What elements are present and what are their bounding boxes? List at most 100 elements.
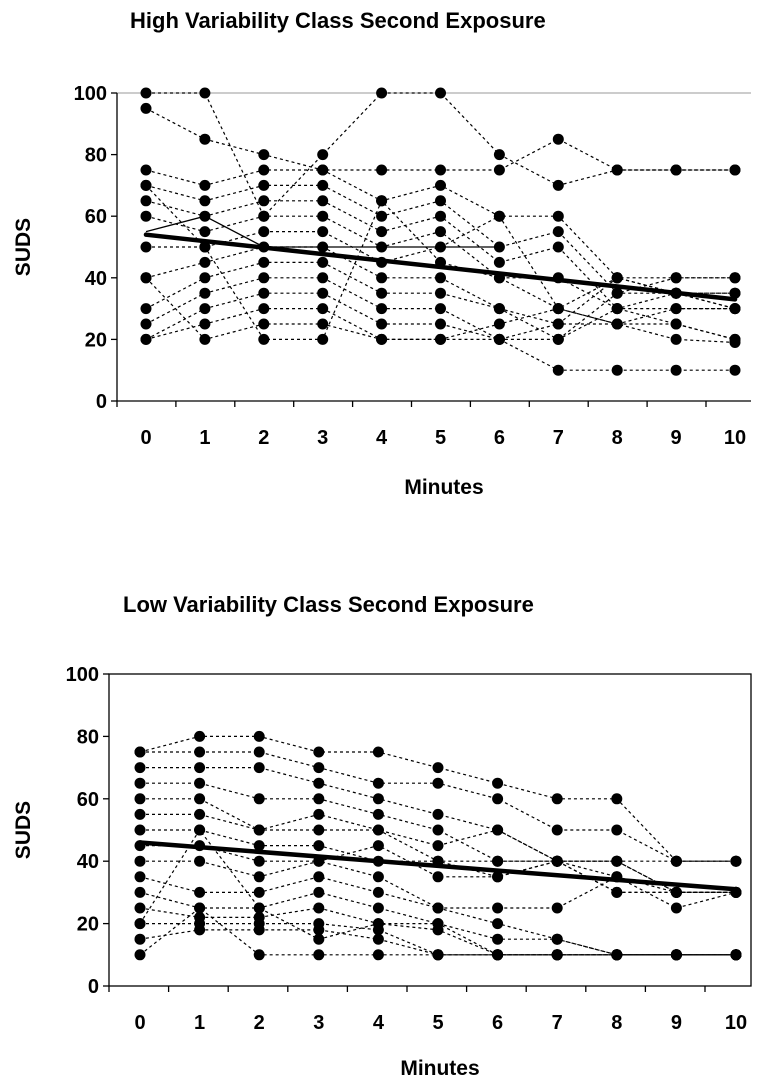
chart1-series-5-point-2 <box>258 195 270 207</box>
chart1-series-3-point-3 <box>317 164 329 176</box>
chart2-series-9-point-0 <box>134 855 146 867</box>
chart2-series-9-point-7 <box>551 902 563 914</box>
chart2-series-2-point-8 <box>611 824 623 836</box>
chart1-series-14-point-9 <box>670 318 682 330</box>
chart2-series-2-point-0 <box>134 746 146 758</box>
chart2-series-16-point-3 <box>313 933 325 945</box>
chart2-series-5-point-9 <box>670 902 682 914</box>
chart1-series-13-point-5 <box>435 333 446 345</box>
chart2-series-10-point-5 <box>432 902 444 914</box>
chart2-series-6-point-0 <box>134 808 146 820</box>
chart2-series-12-point-3 <box>313 902 325 914</box>
chart-title-high: High Variability Class Second Exposure <box>130 8 546 33</box>
chart2-series-11-point-6 <box>492 933 504 945</box>
chart2-series-9-point-4 <box>372 871 384 883</box>
chart1-ytick-label-60: 60 <box>85 206 107 228</box>
chart2-series-5-point-6 <box>492 824 504 836</box>
chart2-series-3-point-10 <box>730 855 742 867</box>
chart2-series-15-point-0 <box>134 949 146 961</box>
chart1-series-7-point-0 <box>140 241 152 253</box>
chart1-series-6-point-5 <box>435 226 446 238</box>
chart2-series-16-point-8 <box>611 949 623 961</box>
chart2-series-4-point-2 <box>253 793 265 805</box>
chart2-series-16-point-10 <box>730 949 742 961</box>
chart2-series-2-point-6 <box>492 793 504 805</box>
chart1-series-10-point-10 <box>729 364 741 376</box>
chart1-series-1-point-3 <box>317 149 329 161</box>
chart2-series-16-point-5 <box>432 918 444 930</box>
chart1-series-9-point-8 <box>611 303 623 315</box>
chart1-series-2-point-8 <box>611 164 623 176</box>
chart2-ytick-label-20: 20 <box>77 914 99 936</box>
chart1-series-6-point-1 <box>199 226 211 238</box>
chart2-series-1-point-5 <box>432 762 444 774</box>
chart2-series-8-point-5 <box>432 871 444 883</box>
chart2-series-3-point-0 <box>134 762 146 774</box>
chart1-series-1-point-0 <box>140 87 152 99</box>
chart1-series-10-point-3 <box>317 272 329 284</box>
chart1-xtick-label-10: 10 <box>724 427 746 449</box>
chart1-series-1-point-6 <box>493 149 505 161</box>
chart2-series-16-point-9 <box>670 949 682 961</box>
chart1-series-13-point-3 <box>317 318 329 330</box>
chart2-series-10-point-6 <box>492 918 504 930</box>
chart1-series-8-point-1 <box>199 256 211 268</box>
chart1-series-10-point-1 <box>199 287 211 299</box>
chart2-series-14-point-4 <box>372 933 384 945</box>
chart2-series-8-point-7 <box>551 855 563 867</box>
chart1-series-6-point-2 <box>258 210 270 222</box>
chart2-series-10-line <box>139 876 736 956</box>
chart2-series-7-point-3 <box>313 840 325 852</box>
chart1-series-10-point-8 <box>611 364 623 376</box>
chart2-series-8-point-2 <box>253 855 265 867</box>
chart2-series-6-point-1 <box>194 808 206 820</box>
chart1-series-1-point-1 <box>199 87 211 99</box>
chart2-trend-line <box>137 840 739 892</box>
chart1-series-11-point-10 <box>729 272 741 284</box>
chart2-series-4-point-1 <box>194 777 206 789</box>
chart1-series-3-point-1 <box>199 179 211 191</box>
chart1-series-1-point-5 <box>435 87 446 99</box>
chart2-series-5-line <box>140 798 737 909</box>
chart2-series-11-point-3 <box>313 886 325 898</box>
chart1-series-7-point-2 <box>258 226 270 238</box>
chart1-xtick-label-1: 1 <box>199 427 210 449</box>
chart2-series-14-point-0 <box>134 933 146 945</box>
chart1-series-7-point-3 <box>317 226 329 238</box>
chart1-series-11-point-1 <box>199 303 211 315</box>
chart1-ytick-label-20: 20 <box>85 329 107 351</box>
chart2-series-14-point-1 <box>194 924 206 936</box>
chart2-series-9-line <box>140 860 736 909</box>
chart2-series-11-point-4 <box>372 902 384 914</box>
chart1-xtick-label-6: 6 <box>494 427 505 449</box>
chart2-series-2-point-7 <box>551 824 563 836</box>
chart1-series-11-point-7 <box>552 333 564 345</box>
chart2-xtick-label-4: 4 <box>373 1012 385 1034</box>
chart2-series-1-point-1 <box>194 730 206 742</box>
chart2-series-6-point-2 <box>253 824 265 836</box>
chart1-series-5-point-4 <box>376 226 388 238</box>
chart1-series-14-point-7 <box>552 303 564 315</box>
chart2-series-3-point-4 <box>372 793 384 805</box>
chart1-series-5-point-3 <box>317 195 329 207</box>
chart1-series-2-point-9 <box>670 164 682 176</box>
chart1-x-axis-label: Minutes <box>404 476 483 499</box>
chart1-series-9-point-2 <box>258 256 270 268</box>
chart2-ytick-label-40: 40 <box>77 851 99 873</box>
chart1-series-10-point-2 <box>258 272 270 284</box>
chart1-ytick-label-0: 0 <box>96 391 107 413</box>
chart1-y-axis-label: SUDS <box>12 218 35 276</box>
chart2-series-11-point-0 <box>134 886 146 898</box>
chart1-series-12-point-7 <box>552 318 564 330</box>
chart1-series-14-point-1 <box>199 241 211 253</box>
chart2-plot-frame <box>108 673 752 987</box>
chart-title-low: Low Variability Class Second Exposure <box>123 592 534 617</box>
chart2-series-10-point-0 <box>134 871 146 883</box>
chart2-xtick-label-1: 1 <box>194 1012 205 1034</box>
chart1-series-2-point-7 <box>552 133 564 145</box>
chart1-series-4-point-5 <box>435 195 446 207</box>
chart2-series-3-line <box>140 766 736 862</box>
chart1-series-13-point-1 <box>199 333 211 345</box>
chart2-ytick-label-60: 60 <box>77 789 99 811</box>
chart2-series-9-point-6 <box>492 902 504 914</box>
